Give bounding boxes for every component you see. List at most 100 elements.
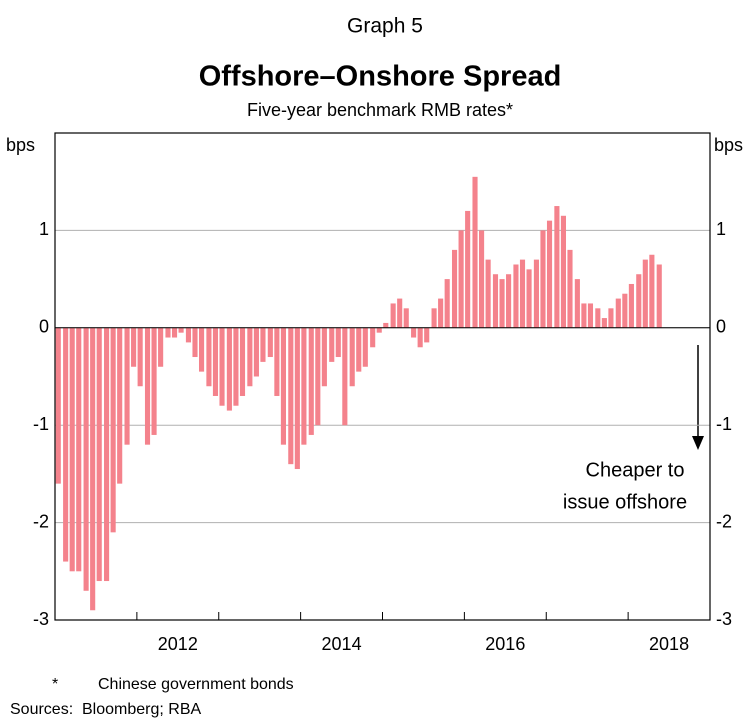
bar: [165, 327, 171, 338]
bar: [560, 215, 567, 328]
y-unit-right: bps: [714, 135, 743, 155]
bar: [247, 327, 253, 387]
x-tick-label: 2014: [322, 634, 362, 654]
bar: [76, 327, 82, 572]
sources-label: Sources:: [10, 701, 73, 718]
bar: [465, 210, 471, 328]
bar: [144, 327, 151, 445]
bar: [554, 206, 560, 328]
y-tick-label: -2: [33, 511, 49, 531]
y-tick-label: -1: [716, 414, 732, 434]
bar: [458, 230, 464, 328]
bar: [158, 327, 164, 367]
bar: [192, 327, 198, 358]
y-tick-label: 0: [39, 317, 49, 337]
bar: [137, 327, 143, 387]
bar: [622, 293, 628, 328]
bar: [362, 327, 368, 367]
bar: [219, 327, 225, 406]
bar: [83, 327, 89, 591]
bar: [519, 259, 526, 328]
bar: [69, 327, 75, 572]
bar: [506, 274, 512, 328]
bar: [403, 308, 409, 328]
bar: [226, 327, 232, 411]
bar: [451, 249, 458, 328]
bar: [233, 327, 239, 406]
bar: [656, 264, 662, 328]
y-tick-label: 0: [716, 317, 726, 337]
bar: [411, 327, 417, 338]
plot-border: [54, 132, 711, 621]
annotation: issue offshore: [563, 491, 687, 513]
bar: [636, 274, 642, 328]
bar: [321, 327, 327, 387]
bar: [260, 327, 266, 362]
bar: [206, 327, 212, 387]
graph-label: Graph 5: [347, 15, 423, 38]
bar: [131, 327, 137, 367]
bar: [444, 279, 450, 328]
bar: [370, 327, 376, 348]
bar: [104, 327, 110, 582]
bar: [581, 303, 587, 328]
bar: [649, 254, 655, 328]
bar: [185, 327, 192, 343]
annotation: Cheaper to: [586, 459, 685, 481]
bar: [239, 327, 246, 396]
bar: [397, 298, 403, 328]
bar: [499, 279, 505, 328]
bar: [63, 327, 69, 562]
bar: [642, 259, 648, 328]
bar: [513, 264, 519, 328]
bar: [608, 308, 614, 328]
bar: [628, 283, 634, 328]
y-tick-label: -3: [716, 609, 732, 629]
bar: [315, 327, 321, 426]
bar: [601, 318, 607, 328]
bar: [171, 327, 178, 338]
bar: [267, 327, 273, 358]
bar: [55, 327, 61, 484]
y-tick-label: -3: [33, 609, 49, 629]
bar: [390, 303, 396, 328]
bar: [526, 269, 532, 328]
bar: [90, 327, 96, 611]
bar: [117, 327, 123, 484]
bar: [479, 230, 485, 328]
footnote-marker: *: [52, 676, 58, 693]
y-tick-label: -2: [716, 511, 732, 531]
bar: [342, 327, 348, 426]
y-tick-label: 1: [716, 219, 726, 239]
bar: [615, 298, 621, 328]
bar: [533, 259, 539, 328]
bar: [178, 327, 184, 333]
bar: [431, 308, 437, 328]
bar: [376, 327, 382, 333]
bar: [301, 327, 307, 445]
bar: [110, 327, 116, 533]
bar: [546, 220, 553, 328]
annotation-arrowhead: [692, 436, 704, 450]
bar: [288, 327, 294, 465]
bar: [587, 303, 594, 328]
bar: [212, 327, 219, 396]
bar: [485, 259, 491, 328]
bar: [540, 230, 546, 328]
bar: [329, 327, 335, 362]
bar: [595, 308, 601, 328]
bar: [96, 327, 102, 582]
x-tick-label: 2012: [158, 634, 198, 654]
y-tick-label: -1: [33, 414, 49, 434]
bar: [438, 298, 444, 328]
bar: [198, 327, 205, 372]
bar: [280, 327, 286, 445]
bar: [294, 327, 300, 470]
bar: [335, 327, 341, 358]
x-tick-label: 2016: [485, 634, 525, 654]
bar: [349, 327, 355, 387]
bar: [151, 327, 157, 435]
bar: [567, 249, 573, 328]
x-tick-label: 2018: [649, 634, 689, 654]
bar: [424, 327, 430, 343]
